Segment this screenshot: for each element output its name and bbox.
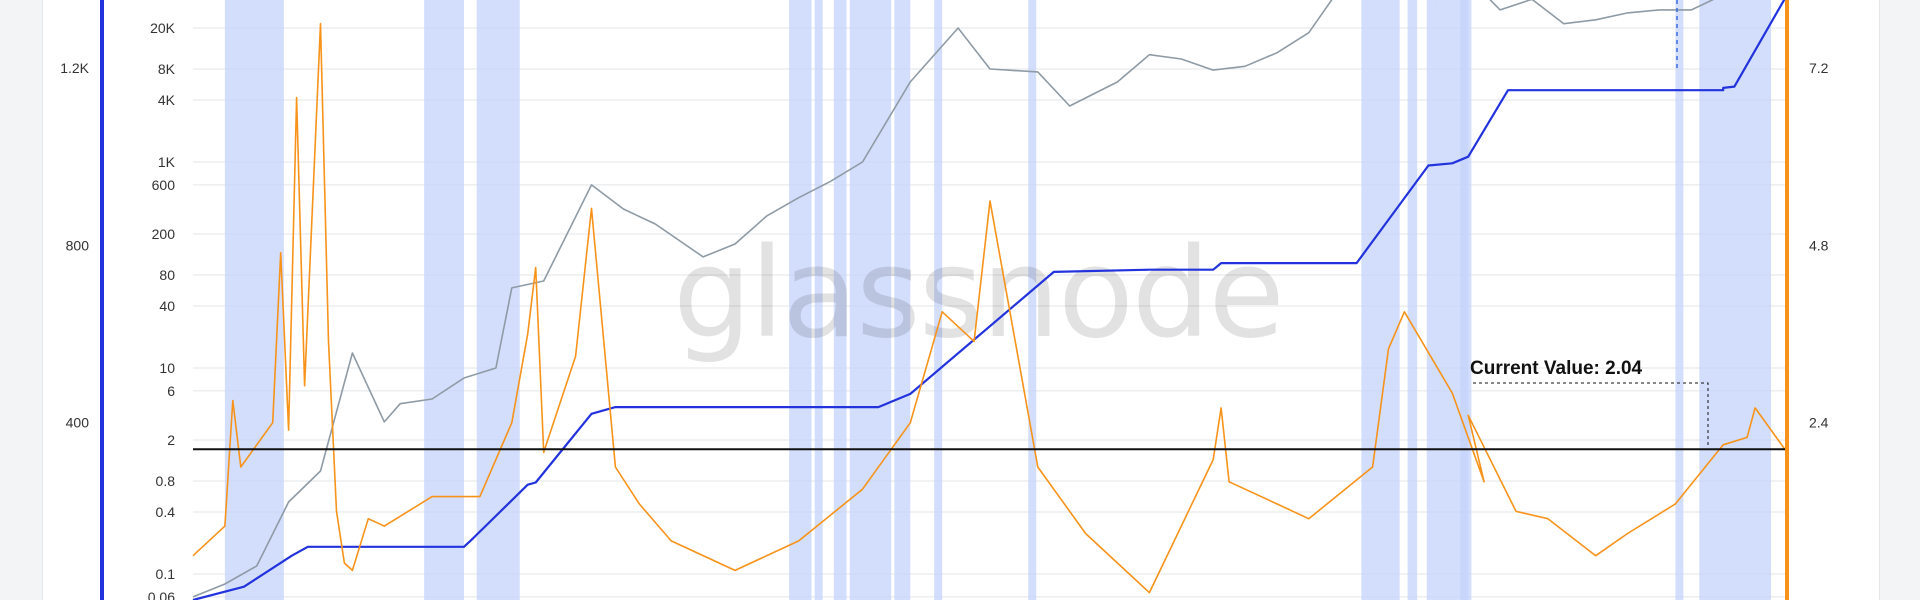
highlight-bands [224,0,1772,600]
highlight-band [814,0,823,600]
price-tick-label: 0.06 [148,589,175,600]
blue-axis-tick-label: 1.2K [60,60,89,76]
price-tick-label: 4K [158,92,176,108]
series-line-orange [192,22,1788,594]
blue-axis-tick-label: 400 [66,415,90,431]
highlight-band [934,0,943,600]
price-tick-label: 8K [158,61,176,77]
highlight-band [476,0,520,600]
highlight-band [849,0,892,600]
highlight-band [424,0,464,600]
price-tick-label: 20K [150,20,176,36]
axis-ticks: 20K 8K 4K 1K 600 200 80 40 10 6 2 0.8 0.4 0.1 0.06 1.2K… [60,20,1828,600]
price-tick-label: 80 [159,267,175,283]
series-line-price [192,0,1715,598]
highlight-band [1460,0,1472,600]
orange-axis-tick-label: 7.2 [1809,60,1829,76]
highlight-band [1675,0,1684,600]
highlight-band [224,0,284,600]
chart-svg: glassnode Current Value: 2.04 20K 8K 4K 1K 6… [60,0,1829,600]
price-tick-label: 6 [167,383,175,399]
series-line-blue [192,0,1786,600]
highlight-band [1028,0,1037,600]
orange-axis-tick-label: 4.8 [1809,237,1829,253]
highlight-band [1699,0,1772,600]
price-tick-label: 0.4 [156,504,176,520]
blue-axis-tick-label: 800 [66,237,90,253]
price-tick-label: 200 [152,226,176,242]
price-tick-label: 1K [158,154,176,170]
series-lines [192,0,1788,600]
watermark-text: glassnode [673,222,1283,366]
price-tick-label: 2 [167,432,175,448]
price-tick-label: 600 [152,177,176,193]
price-tick-label: 0.1 [156,566,176,582]
price-tick-label: 40 [159,298,175,314]
callout-leader-line [1473,382,1709,446]
highlight-band [1361,0,1400,600]
price-tick-label: 10 [159,360,175,376]
orange-axis-tick-label: 2.4 [1809,415,1829,431]
current-value-label: Current Value: 2.04 [1470,358,1643,379]
highlight-band [1407,0,1418,600]
chart-card: glassnode Current Value: 2.04 20K 8K 4K 1K 6… [42,0,1880,600]
price-tick-label: 0.8 [156,473,176,489]
